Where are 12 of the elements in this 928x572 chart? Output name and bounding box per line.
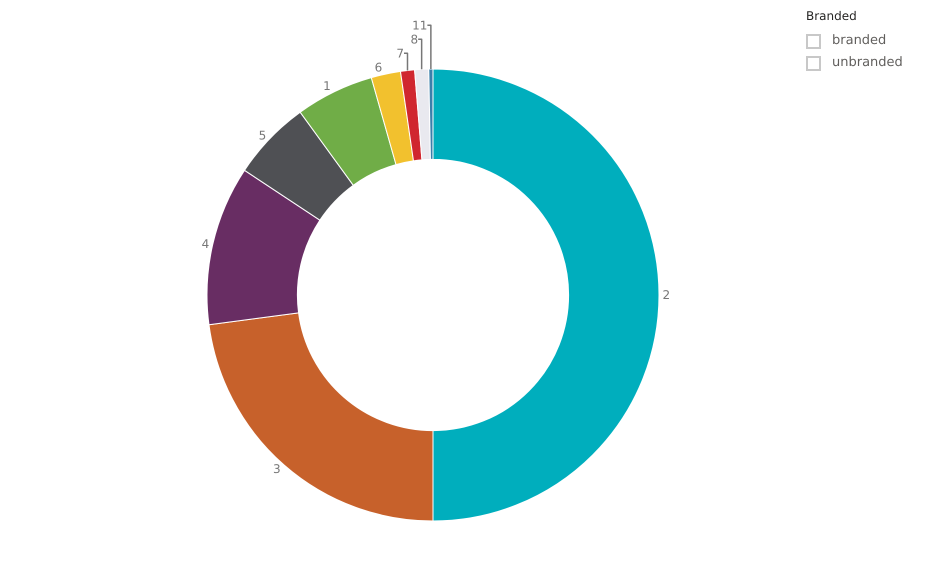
text: branded [832,33,886,49]
slice-label: 5 [258,128,266,142]
text: unbranded [832,55,903,71]
slice-label: 3 [272,462,281,476]
slice-label: 8 [410,32,418,46]
slice-label: 6 [374,60,382,74]
slice-label: 2 [662,288,670,302]
slice-label: 11 [412,18,428,32]
slice-label: 4 [202,236,210,251]
slice-label: 7 [396,46,404,60]
slice-label: 1 [323,79,331,94]
text: Branded [806,8,858,24]
